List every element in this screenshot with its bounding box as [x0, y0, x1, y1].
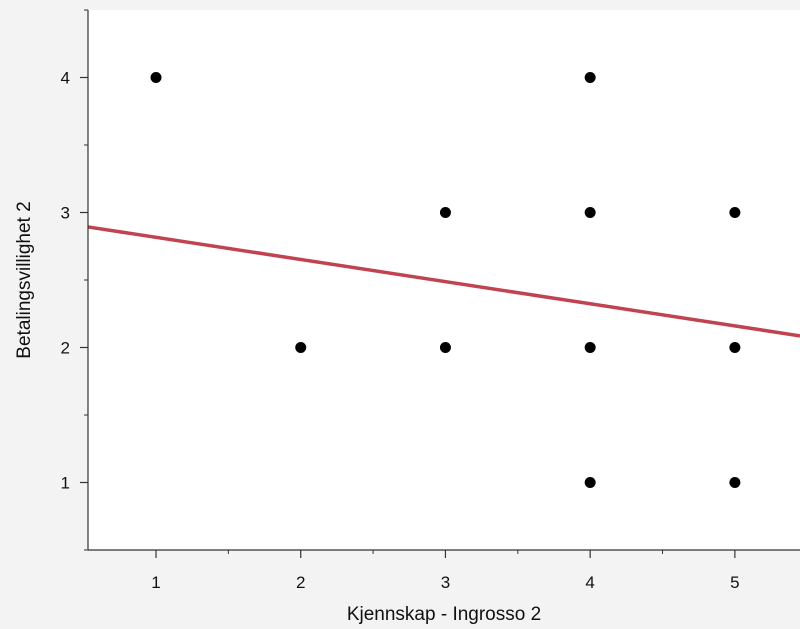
- y-tick-label: 4: [61, 69, 70, 88]
- data-point: [584, 207, 596, 218]
- x-tick-label: 5: [730, 573, 739, 592]
- x-axis-title: Kjennskap - Ingrosso 2: [347, 604, 541, 625]
- data-point: [584, 342, 596, 353]
- data-point: [729, 207, 741, 218]
- data-point: [295, 342, 307, 353]
- regression-line: [87, 225, 800, 338]
- data-point: [439, 342, 451, 353]
- points-layer: [150, 72, 741, 488]
- fit-line-layer: [87, 225, 800, 338]
- y-axis-title: Betalingsvillighet 2: [14, 201, 35, 358]
- data-point: [729, 342, 741, 353]
- data-point: [439, 207, 451, 218]
- data-point: [729, 477, 741, 488]
- x-tick-label: 1: [151, 573, 160, 592]
- y-tick-label: 3: [61, 204, 70, 223]
- y-tick-label: 2: [61, 339, 70, 358]
- data-point: [584, 72, 596, 83]
- axes: 1 2 3 4 1 2 3 4 5: [61, 9, 800, 592]
- x-tick-label: 3: [441, 573, 450, 592]
- y-tick-label: 1: [61, 474, 70, 493]
- x-tick-label: 2: [296, 573, 305, 592]
- data-point: [584, 477, 596, 488]
- data-point: [150, 72, 162, 83]
- x-tick-label: 4: [585, 573, 594, 592]
